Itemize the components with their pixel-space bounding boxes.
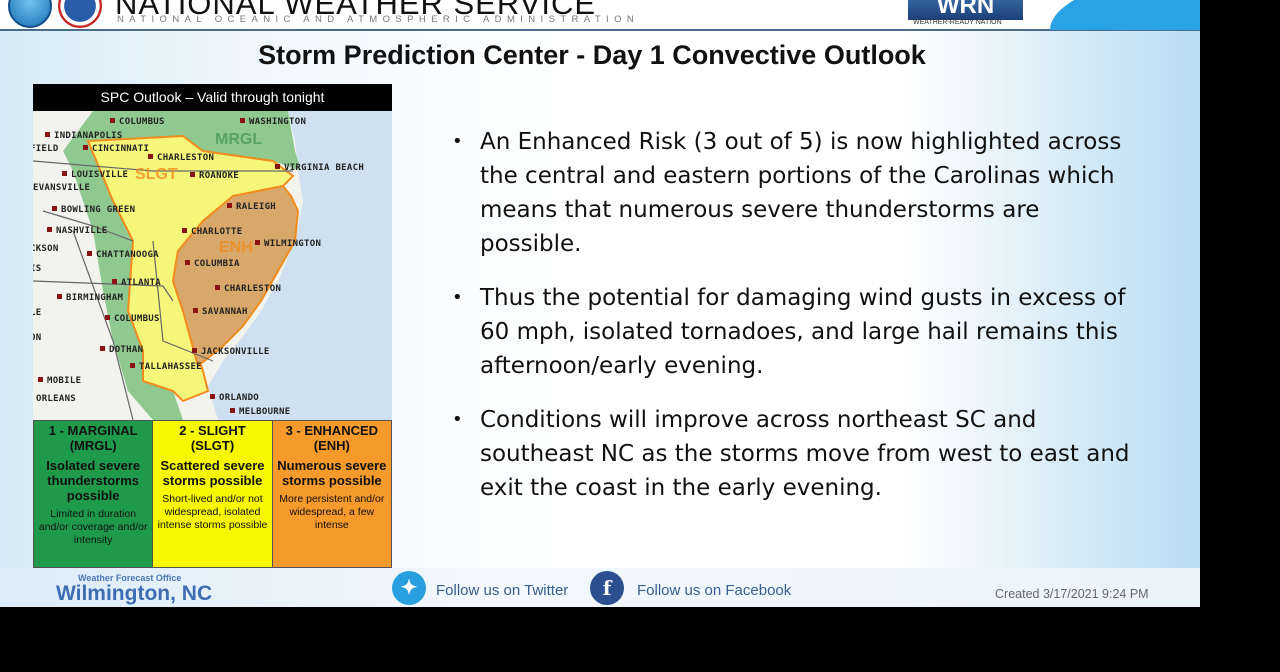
nws-logo — [58, 0, 102, 28]
created-timestamp: Created 3/17/2021 9:24 PM — [995, 587, 1149, 601]
city-label: WILMINGTON — [255, 239, 321, 250]
bullet-text: Conditions will improve across northeast… — [480, 407, 1130, 501]
legend-code: (ENH) — [313, 438, 350, 453]
page-title: Storm Prediction Center - Day 1 Convecti… — [258, 40, 926, 70]
bullet-icon: • — [452, 409, 463, 430]
city-label: NASHVILLE — [47, 226, 107, 237]
city-label: ORLEANS — [36, 394, 77, 404]
city-label: BOWLING GREEN — [52, 205, 135, 216]
city-label: ROANOKE — [190, 171, 239, 182]
city-label: COLUMBUS — [110, 117, 165, 128]
bullet-text: An Enhanced Risk (3 out of 5) is now hig… — [480, 129, 1122, 257]
noaa-logo — [8, 0, 52, 28]
city-label: WASHINGTON — [240, 117, 306, 128]
city-label: ORLANDO — [210, 393, 259, 404]
twitter-link[interactable]: Follow us on Twitter — [436, 582, 569, 599]
header: NATIONAL WEATHER SERVICE NATIONAL OCEANI… — [0, 0, 1200, 31]
facebook-icon[interactable]: f — [590, 571, 624, 605]
wrn-logo: WRN — [908, 0, 1023, 20]
city-label: DOTHAN — [100, 345, 143, 356]
header-swoosh — [1050, 0, 1200, 30]
city-label: MELBOURNE — [230, 407, 290, 418]
legend-level: 2 - SLIGHT — [179, 423, 246, 438]
outlook-map: SLGT ENH MRGL COLUMBUS WASHINGTON INDIAN… — [33, 111, 392, 420]
city-label: CHATTANOOGA — [87, 250, 159, 261]
city-label: LOUISVILLE — [62, 170, 128, 181]
bullet-item: • Conditions will improve across northeas… — [452, 403, 1142, 505]
city-label: CINCINNATI — [83, 144, 149, 155]
bullet-text: Thus the potential for damaging wind gus… — [480, 285, 1126, 379]
bullet-icon: • — [452, 287, 463, 308]
city-label: COLUMBUS — [105, 314, 160, 325]
enhanced-zone-label: ENH — [219, 239, 253, 256]
office-label: Weather Forecast Office — [78, 573, 182, 583]
footer: Weather Forecast Office Wilmington, NC ✦… — [0, 568, 1200, 607]
city-label: IS — [33, 264, 42, 274]
legend-detail: More persistent and/or widespread, a few… — [279, 493, 385, 531]
city-label: JACKSONVILLE — [192, 347, 270, 358]
city-label: SAVANNAH — [193, 307, 248, 318]
legend-level: 3 - ENHANCED — [285, 423, 379, 438]
org-title: NATIONAL WEATHER SERVICE — [115, 0, 597, 21]
bullet-item: • An Enhanced Risk (3 out of 5) is now hi… — [452, 125, 1142, 261]
legend-level: 1 - MARGINAL — [48, 423, 138, 438]
city-label: ATLANTA — [112, 278, 161, 289]
legend-enhanced: 3 - ENHANCED (ENH) Numerous severe storm… — [272, 421, 391, 567]
slide: NATIONAL WEATHER SERVICE NATIONAL OCEANI… — [0, 0, 1200, 607]
city-label: COLUMBIA — [185, 259, 240, 270]
facebook-link[interactable]: Follow us on Facebook — [637, 582, 792, 599]
legend-desc: Scattered severe storms possible — [160, 458, 265, 488]
city-label: INDIANAPOLIS — [45, 131, 123, 142]
bullet-item: • Thus the potential for damaging wind gu… — [452, 281, 1142, 383]
city-label: ON — [33, 333, 42, 343]
wrn-tagline: WEATHER-READY NATION — [913, 19, 1002, 26]
marginal-zone — [63, 111, 301, 420]
city-label: VIRGINIA BEACH — [275, 163, 364, 174]
marginal-zone-label: MRGL — [215, 131, 263, 148]
city-label: BIRMINGHAM — [57, 293, 123, 304]
city-label: RALEIGH — [227, 202, 276, 213]
legend-slight: 2 - SLIGHT (SLGT) Scattered severe storm… — [153, 421, 273, 567]
legend-code: (MRGL) — [69, 438, 117, 453]
legend-detail: Limited in duration and/or coverage and/… — [38, 508, 148, 546]
city-label: LE — [33, 308, 42, 318]
org-subtitle: NATIONAL OCEANIC AND ATMOSPHERIC ADMINIS… — [117, 14, 640, 25]
slight-zone-label: SLGT — [135, 166, 178, 183]
map-label: SPC Outlook – Valid through tonight — [33, 84, 392, 111]
city-label: CHARLESTON — [215, 284, 281, 295]
city-label: CHARLOTTE — [182, 227, 242, 238]
bullet-icon: • — [452, 131, 463, 152]
city-label: CKSON — [33, 244, 59, 254]
risk-legend: 1 - MARGINAL (MRGL) Isolated severe thun… — [33, 420, 392, 568]
legend-detail: Short-lived and/or not widespread, isola… — [157, 493, 268, 531]
legend-code: (SLGT) — [190, 438, 235, 453]
city-label: FIELD — [33, 144, 59, 154]
legend-marginal: 1 - MARGINAL (MRGL) Isolated severe thun… — [34, 421, 154, 567]
legend-desc: Isolated severe thunderstorms possible — [46, 458, 141, 503]
city-label: TALLAHASSEE — [130, 362, 202, 373]
twitter-icon[interactable]: ✦ — [392, 571, 426, 605]
city-label: MOBILE — [38, 376, 81, 387]
bullet-list: • An Enhanced Risk (3 out of 5) is now hi… — [452, 125, 1142, 525]
office-name: Wilmington, NC — [56, 582, 213, 605]
city-label: EVANSVILLE — [33, 183, 91, 193]
outlook-panel: SPC Outlook – Valid through tonight SLGT… — [33, 84, 392, 568]
legend-desc: Numerous severe storms possible — [277, 458, 387, 488]
city-label: CHARLESTON — [148, 153, 214, 164]
